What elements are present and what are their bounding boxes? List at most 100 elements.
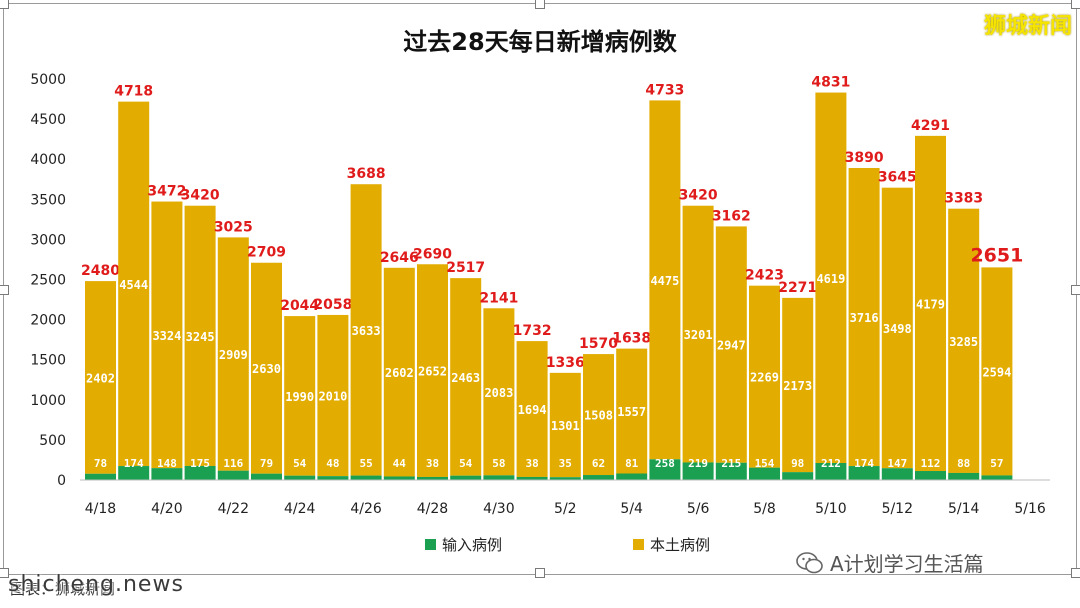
data-label-total: 4733 [645, 82, 684, 98]
bar-imported [981, 475, 1013, 480]
x-tick-label: 4/24 [284, 501, 316, 517]
resize-handle-top-left[interactable] [0, 0, 9, 9]
x-tick-label: 4/20 [151, 501, 182, 517]
x-tick-label: 4/30 [483, 501, 514, 517]
y-tick-label: 4000 [30, 152, 66, 168]
data-label-total: 4831 [811, 75, 850, 91]
data-label-total: 2690 [413, 246, 452, 262]
data-label-total: 1638 [612, 331, 651, 347]
x-tick-label: 4/18 [85, 501, 116, 517]
data-label-imported: 116 [223, 457, 243, 470]
x-tick-label: 5/16 [1014, 501, 1046, 517]
x-tick-label: 5/10 [815, 501, 846, 517]
wechat-account-name: A计划学习生活篇 [830, 552, 984, 576]
data-label-local: 2173 [783, 379, 812, 393]
data-label-local: 4475 [650, 274, 679, 288]
bar-local [848, 168, 880, 467]
bar-local [881, 187, 913, 469]
data-label-local: 2909 [219, 348, 248, 362]
bar-local [782, 297, 814, 473]
resize-handle-bottom-right[interactable] [1071, 568, 1080, 578]
data-label-imported: 38 [426, 457, 439, 470]
x-tick-label: 5/6 [687, 501, 710, 517]
data-label-local: 3324 [152, 329, 181, 343]
data-label-total: 2141 [479, 290, 518, 306]
resize-handle-left[interactable] [0, 285, 9, 295]
bar-imported [682, 462, 714, 480]
data-label-local: 2947 [717, 339, 746, 353]
bar-local [383, 267, 415, 477]
data-label-total: 1570 [579, 336, 618, 352]
bar-local [749, 285, 780, 468]
bar-imported [217, 470, 249, 480]
bar-local [649, 100, 681, 460]
y-tick-label: 500 [39, 433, 66, 449]
x-tick-label: 5/2 [554, 501, 577, 517]
data-label-total: 3420 [181, 188, 220, 204]
data-label-total: 3890 [845, 150, 884, 166]
legend-swatch-imported [425, 539, 436, 550]
bar-imported [317, 476, 349, 480]
data-label-imported: 174 [124, 457, 144, 470]
data-label-local: 3285 [949, 335, 978, 349]
data-label-imported: 62 [592, 457, 605, 470]
bar-imported [350, 475, 382, 480]
bar-local [317, 314, 349, 477]
bar-local [948, 208, 980, 473]
y-tick-label: 3500 [30, 192, 66, 208]
data-label-local: 4544 [119, 278, 148, 292]
bar-local [217, 237, 249, 471]
data-label-imported: 48 [326, 457, 339, 470]
data-label-imported: 175 [190, 457, 210, 470]
data-label-total: 1732 [513, 323, 552, 339]
bar-local [616, 348, 648, 474]
data-label-total: 4291 [911, 118, 950, 134]
x-tick-label: 5/14 [948, 501, 980, 517]
resize-handle-right[interactable] [1071, 285, 1080, 295]
x-tick-label: 4/28 [417, 501, 448, 517]
data-label-local: 2402 [86, 371, 115, 385]
data-label-local: 2652 [418, 365, 447, 379]
y-tick-label: 1500 [30, 353, 66, 369]
data-label-imported: 58 [492, 457, 505, 470]
data-label-total: 3025 [214, 219, 253, 235]
y-tick-label: 3000 [30, 232, 66, 248]
y-tick-label: 2000 [30, 313, 66, 329]
bar-imported [616, 473, 648, 480]
data-label-total: 1336 [546, 355, 585, 371]
resize-handle-top-right[interactable] [1071, 0, 1080, 9]
data-label-local: 1990 [285, 390, 314, 404]
resize-handle-bottom[interactable] [535, 568, 545, 578]
data-label-imported: 55 [359, 457, 372, 470]
data-label-local: 1557 [617, 405, 646, 419]
bar-local [815, 92, 847, 463]
data-label-local: 2594 [982, 365, 1011, 379]
x-tick-label: 5/12 [882, 501, 913, 517]
bar-imported [450, 475, 482, 480]
y-tick-label: 4500 [30, 112, 66, 128]
bar-local [151, 201, 183, 469]
bar-imported [118, 466, 150, 480]
data-label-total: 4718 [114, 84, 153, 100]
bar-imported [516, 476, 548, 480]
data-label-local: 1301 [551, 419, 580, 433]
legend: 输入病例 本土病例 [425, 536, 710, 554]
resize-handle-bottom-left[interactable] [0, 568, 9, 578]
bar-local [284, 316, 316, 476]
data-label-imported: 174 [854, 457, 874, 470]
data-label-imported: 98 [791, 457, 804, 470]
data-label-total: 2271 [778, 280, 817, 296]
legend-label-local: 本土病例 [650, 536, 710, 554]
bar-imported [715, 462, 747, 480]
bar-local [483, 308, 515, 476]
wechat-account: A计划学习生活篇 [796, 548, 984, 577]
data-label-imported: 35 [559, 457, 572, 470]
data-label-total: 2709 [247, 245, 286, 261]
bar-imported [549, 477, 581, 480]
bar-imported [915, 471, 946, 480]
resize-handle-top[interactable] [535, 0, 545, 9]
bar-local [516, 341, 548, 477]
data-label-local: 2083 [484, 386, 513, 400]
data-label-imported: 215 [721, 457, 741, 470]
